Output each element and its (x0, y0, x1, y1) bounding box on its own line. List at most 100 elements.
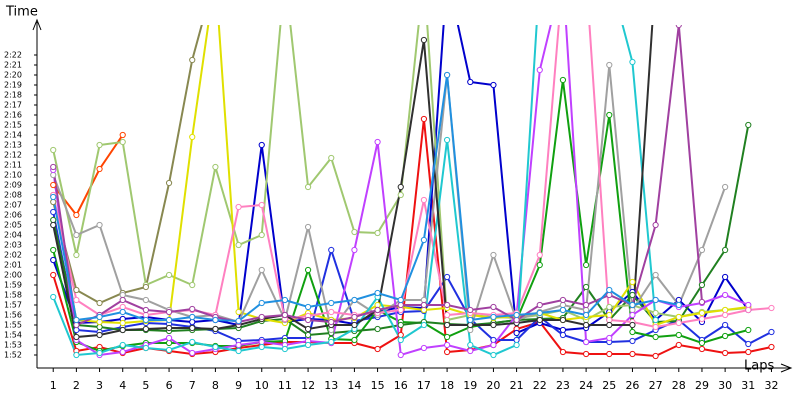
point (420, 236, 428, 244)
x-tick-label: 31 (741, 379, 755, 392)
point (50, 181, 57, 189)
point (606, 291, 613, 299)
point (96, 299, 103, 307)
point (189, 56, 196, 64)
x-tick-label: 21 (510, 379, 524, 392)
point (50, 246, 57, 254)
x-tick-label: 28 (672, 379, 686, 392)
point (73, 316, 80, 324)
point (258, 141, 265, 149)
point (212, 316, 219, 324)
point (142, 306, 149, 314)
point (73, 296, 80, 304)
point (443, 273, 451, 281)
point (722, 306, 729, 314)
point (235, 203, 242, 211)
point (50, 208, 57, 216)
point (73, 351, 80, 359)
point (304, 303, 312, 311)
point (606, 61, 613, 69)
point (374, 138, 381, 146)
point (96, 221, 103, 229)
point (420, 301, 428, 309)
point (559, 331, 567, 339)
x-tick-label: 12 (301, 379, 315, 392)
x-axis-arrow (780, 363, 793, 373)
point (96, 323, 103, 331)
x-tick-label: 7 (189, 379, 196, 392)
point (119, 296, 126, 304)
point (351, 296, 358, 304)
point (606, 350, 613, 358)
y-tick-label: 1:56 (4, 311, 22, 320)
point (328, 246, 335, 254)
point (50, 163, 57, 171)
point (235, 317, 242, 325)
point (50, 256, 57, 264)
point (397, 331, 404, 339)
point (536, 316, 543, 324)
x-tick-label: 30 (718, 379, 732, 392)
point (328, 308, 335, 316)
point (328, 154, 335, 162)
point (165, 346, 173, 354)
point (513, 311, 520, 319)
point (652, 352, 659, 360)
point (629, 337, 636, 345)
point (629, 311, 636, 319)
point (328, 326, 335, 334)
point (212, 343, 219, 351)
point (675, 341, 682, 349)
point (119, 341, 126, 349)
y-tick-label: 2:02 (4, 251, 22, 260)
point (536, 251, 543, 259)
y-tick-label: 2:16 (4, 111, 22, 120)
point (722, 183, 729, 191)
point (583, 350, 590, 358)
point (513, 329, 520, 337)
point (420, 36, 428, 44)
point (536, 309, 543, 317)
point (722, 349, 729, 357)
y-tick-label: 2:17 (4, 101, 22, 110)
point (652, 333, 659, 341)
point (304, 183, 312, 191)
point (606, 286, 613, 294)
point (119, 303, 126, 311)
x-tick-label: 19 (463, 379, 477, 392)
point (189, 349, 196, 357)
point (536, 261, 543, 269)
y-tick-label: 2:13 (4, 141, 22, 150)
point (73, 211, 80, 219)
point (50, 293, 57, 301)
point (50, 221, 57, 229)
y-tick-label: 1:58 (4, 291, 22, 300)
point (258, 299, 265, 307)
y-tick-label: 2:04 (4, 231, 22, 240)
point (374, 301, 381, 309)
y-tick-label: 1:53 (4, 341, 22, 350)
point (698, 315, 706, 323)
point (420, 344, 428, 352)
point (397, 301, 404, 309)
x-tick-label: 9 (235, 379, 242, 392)
point (397, 296, 404, 304)
point (189, 281, 196, 289)
point (96, 141, 103, 149)
point (119, 131, 126, 139)
point (467, 78, 474, 86)
point (443, 348, 451, 356)
point (722, 332, 729, 340)
point (443, 71, 451, 79)
x-tick-label: 23 (556, 379, 570, 392)
point (374, 229, 381, 237)
point (490, 81, 497, 89)
y-axis-arrow (32, 18, 42, 31)
y-tick-label: 2:12 (4, 151, 22, 160)
point (420, 306, 428, 314)
point (559, 316, 567, 324)
point (583, 301, 590, 309)
x-tick-label: 4 (119, 379, 126, 392)
point (698, 246, 706, 254)
point (96, 318, 103, 326)
